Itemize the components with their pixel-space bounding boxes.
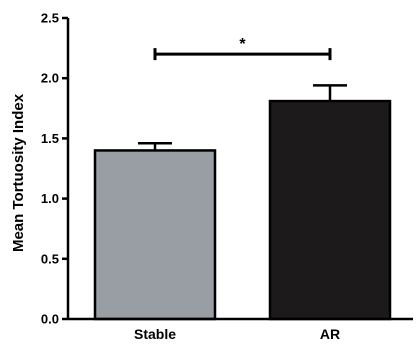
y-tick-label: 1.5 xyxy=(41,131,59,146)
y-tick-label: 0.0 xyxy=(41,312,59,327)
y-tick-label: 0.5 xyxy=(41,251,59,266)
x-axis-labels: Stable AR xyxy=(134,326,340,342)
y-tick-label: 2.5 xyxy=(41,11,59,26)
error-bars-group xyxy=(138,84,347,151)
bar-stable xyxy=(93,149,217,321)
bars-group xyxy=(93,99,392,321)
significance-group: * xyxy=(153,36,332,61)
y-tick-label: 1.0 xyxy=(41,191,59,206)
bar-ar xyxy=(268,99,392,321)
significance-label: * xyxy=(239,36,246,53)
x-tick-label: Stable xyxy=(134,326,176,342)
y-axis-ticks: 0.0 0.5 1.0 1.5 2.0 2.5 xyxy=(41,11,68,327)
x-tick-label: AR xyxy=(320,326,340,342)
y-axis-title: Mean Tortuosity Index xyxy=(10,93,27,252)
y-tick-label: 2.0 xyxy=(41,71,59,86)
